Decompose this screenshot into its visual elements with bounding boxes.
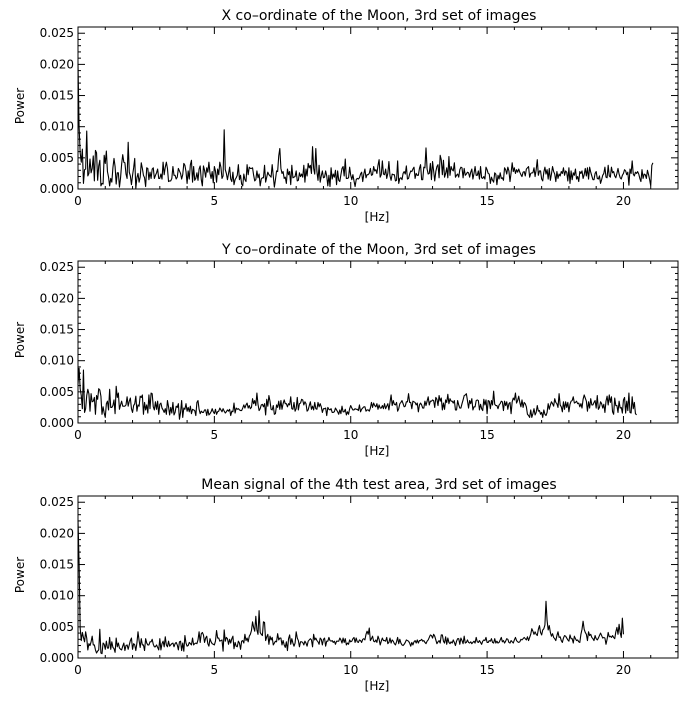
y-tick-label: 0.020: [40, 57, 74, 71]
y-tick-label: 0.020: [40, 291, 74, 305]
y-tick-label: 0.000: [40, 416, 74, 430]
y-tick-label: 0.015: [40, 89, 74, 103]
x-tick-label: 20: [616, 663, 631, 677]
x-axis-label: [Hz]: [365, 444, 390, 458]
y-tick-label: 0.010: [40, 354, 74, 368]
y-tick-label: 0.015: [40, 323, 74, 337]
x-tick-label: 0: [74, 194, 82, 208]
y-tick-label: 0.025: [40, 26, 74, 40]
series-line: [77, 63, 654, 189]
x-tick-label: 15: [479, 663, 494, 677]
series-line: [77, 520, 624, 655]
x-tick-label: 10: [343, 194, 358, 208]
y-axis-label: Power: [13, 88, 27, 124]
x-tick-label: 20: [616, 428, 631, 442]
x-tick-label: 5: [211, 663, 219, 677]
y-tick-label: 0.025: [40, 495, 74, 509]
y-tick-label: 0.000: [40, 182, 74, 196]
chart-title: X co–ordinate of the Moon, 3rd set of im…: [222, 8, 537, 24]
chart-title: Mean signal of the 4th test area, 3rd se…: [201, 477, 556, 493]
y-tick-label: 0.015: [40, 558, 74, 572]
plot-frame: [77, 260, 679, 424]
x-tick-label: 10: [343, 663, 358, 677]
panel-y-coordinate: Y co–ordinate of the Moon, 3rd set of im…: [13, 242, 679, 458]
x-tick-label: 5: [211, 428, 219, 442]
y-tick-label: 0.000: [40, 651, 74, 665]
x-axis-label: [Hz]: [365, 210, 390, 224]
x-tick-label: 15: [479, 194, 494, 208]
x-tick-label: 0: [74, 663, 82, 677]
chart-title: Y co–ordinate of the Moon, 3rd set of im…: [221, 242, 536, 258]
series-line: [77, 367, 637, 420]
y-tick-label: 0.010: [40, 589, 74, 603]
y-tick-label: 0.010: [40, 120, 74, 134]
x-tick-label: 20: [616, 194, 631, 208]
x-tick-label: 0: [74, 428, 82, 442]
x-tick-label: 5: [211, 194, 219, 208]
x-tick-label: 10: [343, 428, 358, 442]
panel-x-coordinate: X co–ordinate of the Moon, 3rd set of im…: [13, 8, 679, 224]
x-axis-label: [Hz]: [365, 679, 390, 693]
y-tick-label: 0.005: [40, 620, 74, 634]
y-tick-label: 0.005: [40, 151, 74, 165]
y-tick-label: 0.020: [40, 526, 74, 540]
x-tick-label: 15: [479, 428, 494, 442]
y-axis-label: Power: [13, 322, 27, 358]
y-tick-label: 0.005: [40, 385, 74, 399]
y-tick-label: 0.025: [40, 260, 74, 274]
panel-mean-signal: Mean signal of the 4th test area, 3rd se…: [13, 477, 679, 693]
y-axis-label: Power: [13, 557, 27, 593]
